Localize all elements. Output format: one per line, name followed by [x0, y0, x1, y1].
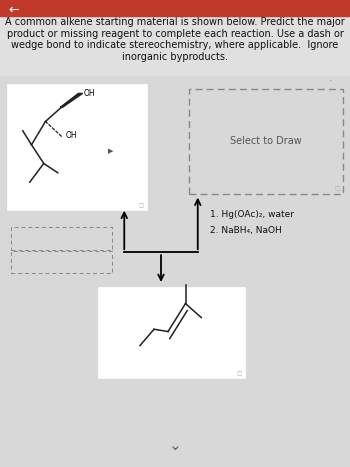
Bar [10, 251, 112, 273]
Text: 1. Hg(OAc)₂, water: 1. Hg(OAc)₂, water [210, 210, 294, 219]
Polygon shape [60, 93, 83, 107]
Text: ▢: ▢ [138, 203, 143, 208]
Bar [7, 84, 147, 210]
Text: 2. NaBH₄, NaOH: 2. NaBH₄, NaOH [210, 226, 282, 235]
Text: A common alkene starting material is shown below. Predict the major
product or m: A common alkene starting material is sho… [5, 17, 345, 62]
Bar [98, 287, 245, 378]
Text: ▶: ▶ [108, 149, 113, 155]
Text: Select to Draw: Select to Draw [230, 136, 302, 146]
Bar [0, 16, 350, 75]
Text: OH: OH [84, 89, 96, 98]
Bar [189, 89, 343, 194]
Text: ▢: ▢ [236, 371, 242, 376]
Text: ·: · [329, 76, 332, 86]
Bar [10, 227, 112, 250]
Bar [0, 0, 350, 16]
Text: ⌄: ⌄ [169, 439, 181, 453]
Text: ▢: ▢ [334, 186, 340, 191]
Text: OH: OH [66, 131, 77, 140]
Text: ←: ← [9, 4, 19, 17]
